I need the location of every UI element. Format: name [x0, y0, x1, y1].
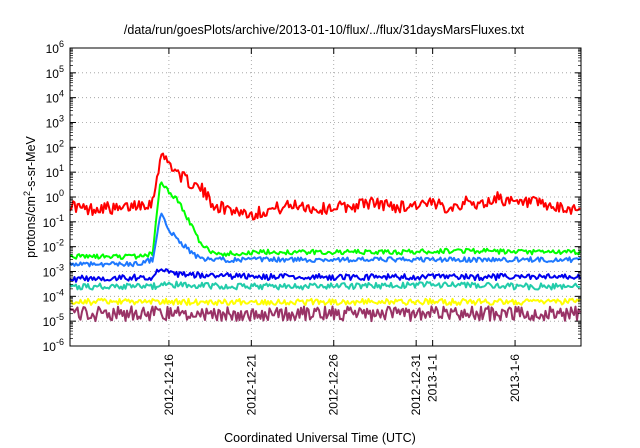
y-tick-base: 10 [46, 191, 60, 205]
y-tick-exp: -1 [56, 213, 64, 223]
y-tick-exp: 3 [59, 114, 64, 124]
y-tick-exp: 1 [59, 163, 64, 173]
grid [70, 48, 581, 346]
y-tick-exp: 6 [59, 39, 64, 49]
y-tick-exp: -6 [56, 337, 64, 347]
y-tick-label: 101 [46, 163, 64, 180]
y-tick-base: 10 [43, 340, 57, 354]
y-tick-base: 10 [46, 141, 60, 155]
y-tick-exp: 5 [59, 64, 64, 74]
y-tick-label: 106 [46, 39, 64, 56]
chart-title: /data/run/goesPlots/archive/2013-01-10/f… [124, 23, 525, 37]
y-tick-base: 10 [46, 117, 60, 131]
y-tick-label: 104 [46, 89, 64, 106]
y-tick-base: 10 [43, 315, 57, 329]
y-label-base: protons/cm [24, 196, 38, 258]
series-line [69, 152, 581, 221]
y-tick-label: 10-6 [43, 337, 64, 354]
y-tick-label: 10-1 [43, 213, 64, 230]
y-tick-base: 10 [46, 67, 60, 81]
series-line [69, 297, 581, 306]
y-tick-label: 100 [46, 188, 64, 205]
series-line [69, 280, 581, 291]
y-label-rest: -s-sr-MeV [24, 135, 38, 191]
x-tick-label: 2012-12-31 [409, 354, 423, 416]
y-label-sup: 2 [22, 191, 32, 196]
y-tick-label: 10-2 [43, 238, 64, 255]
x-tick-label: 2012-12-16 [162, 354, 176, 416]
y-tick-base: 10 [43, 216, 57, 230]
series-line [69, 212, 581, 268]
y-tick-base: 10 [46, 92, 60, 106]
y-tick-base: 10 [46, 166, 60, 180]
series-line [69, 268, 581, 283]
series-layer [69, 152, 581, 323]
y-tick-base: 10 [43, 241, 57, 255]
y-tick-label: 105 [46, 64, 64, 81]
y-tick-base: 10 [43, 266, 57, 280]
series-line [69, 305, 581, 323]
y-axis: 10-610-510-410-310-210-11001011021031041… [43, 39, 581, 354]
y-tick-exp: 4 [59, 89, 64, 99]
y-tick-exp: 0 [59, 188, 64, 198]
y-tick-label: 10-4 [43, 287, 64, 304]
y-tick-exp: -2 [56, 238, 64, 248]
y-tick-base: 10 [46, 42, 60, 56]
y-axis-label: protons/cm2-s-sr-MeV [22, 135, 38, 257]
x-tick-label: 2013-1-1 [426, 354, 440, 402]
y-tick-exp: -5 [56, 312, 64, 322]
y-tick-base: 10 [43, 290, 57, 304]
y-tick-exp: -3 [56, 263, 64, 273]
y-tick-label: 10-5 [43, 312, 64, 329]
x-tick-label: 2012-12-26 [327, 354, 341, 416]
y-tick-exp: -4 [56, 287, 64, 297]
x-axis-label: Coordinated Universal Time (UTC) [224, 431, 416, 445]
y-tick-label: 102 [46, 138, 64, 155]
y-tick-exp: 2 [59, 138, 64, 148]
y-tick-label: 103 [46, 114, 64, 131]
x-tick-label: 2012-12-21 [244, 354, 258, 416]
x-axis: 2012-12-16 2012-12-21 2012-12-26 2012-12-31… [162, 48, 522, 415]
y-tick-label: 10-3 [43, 263, 64, 280]
x-tick-label: 2013-1-6 [508, 354, 522, 402]
series-line [69, 181, 581, 260]
